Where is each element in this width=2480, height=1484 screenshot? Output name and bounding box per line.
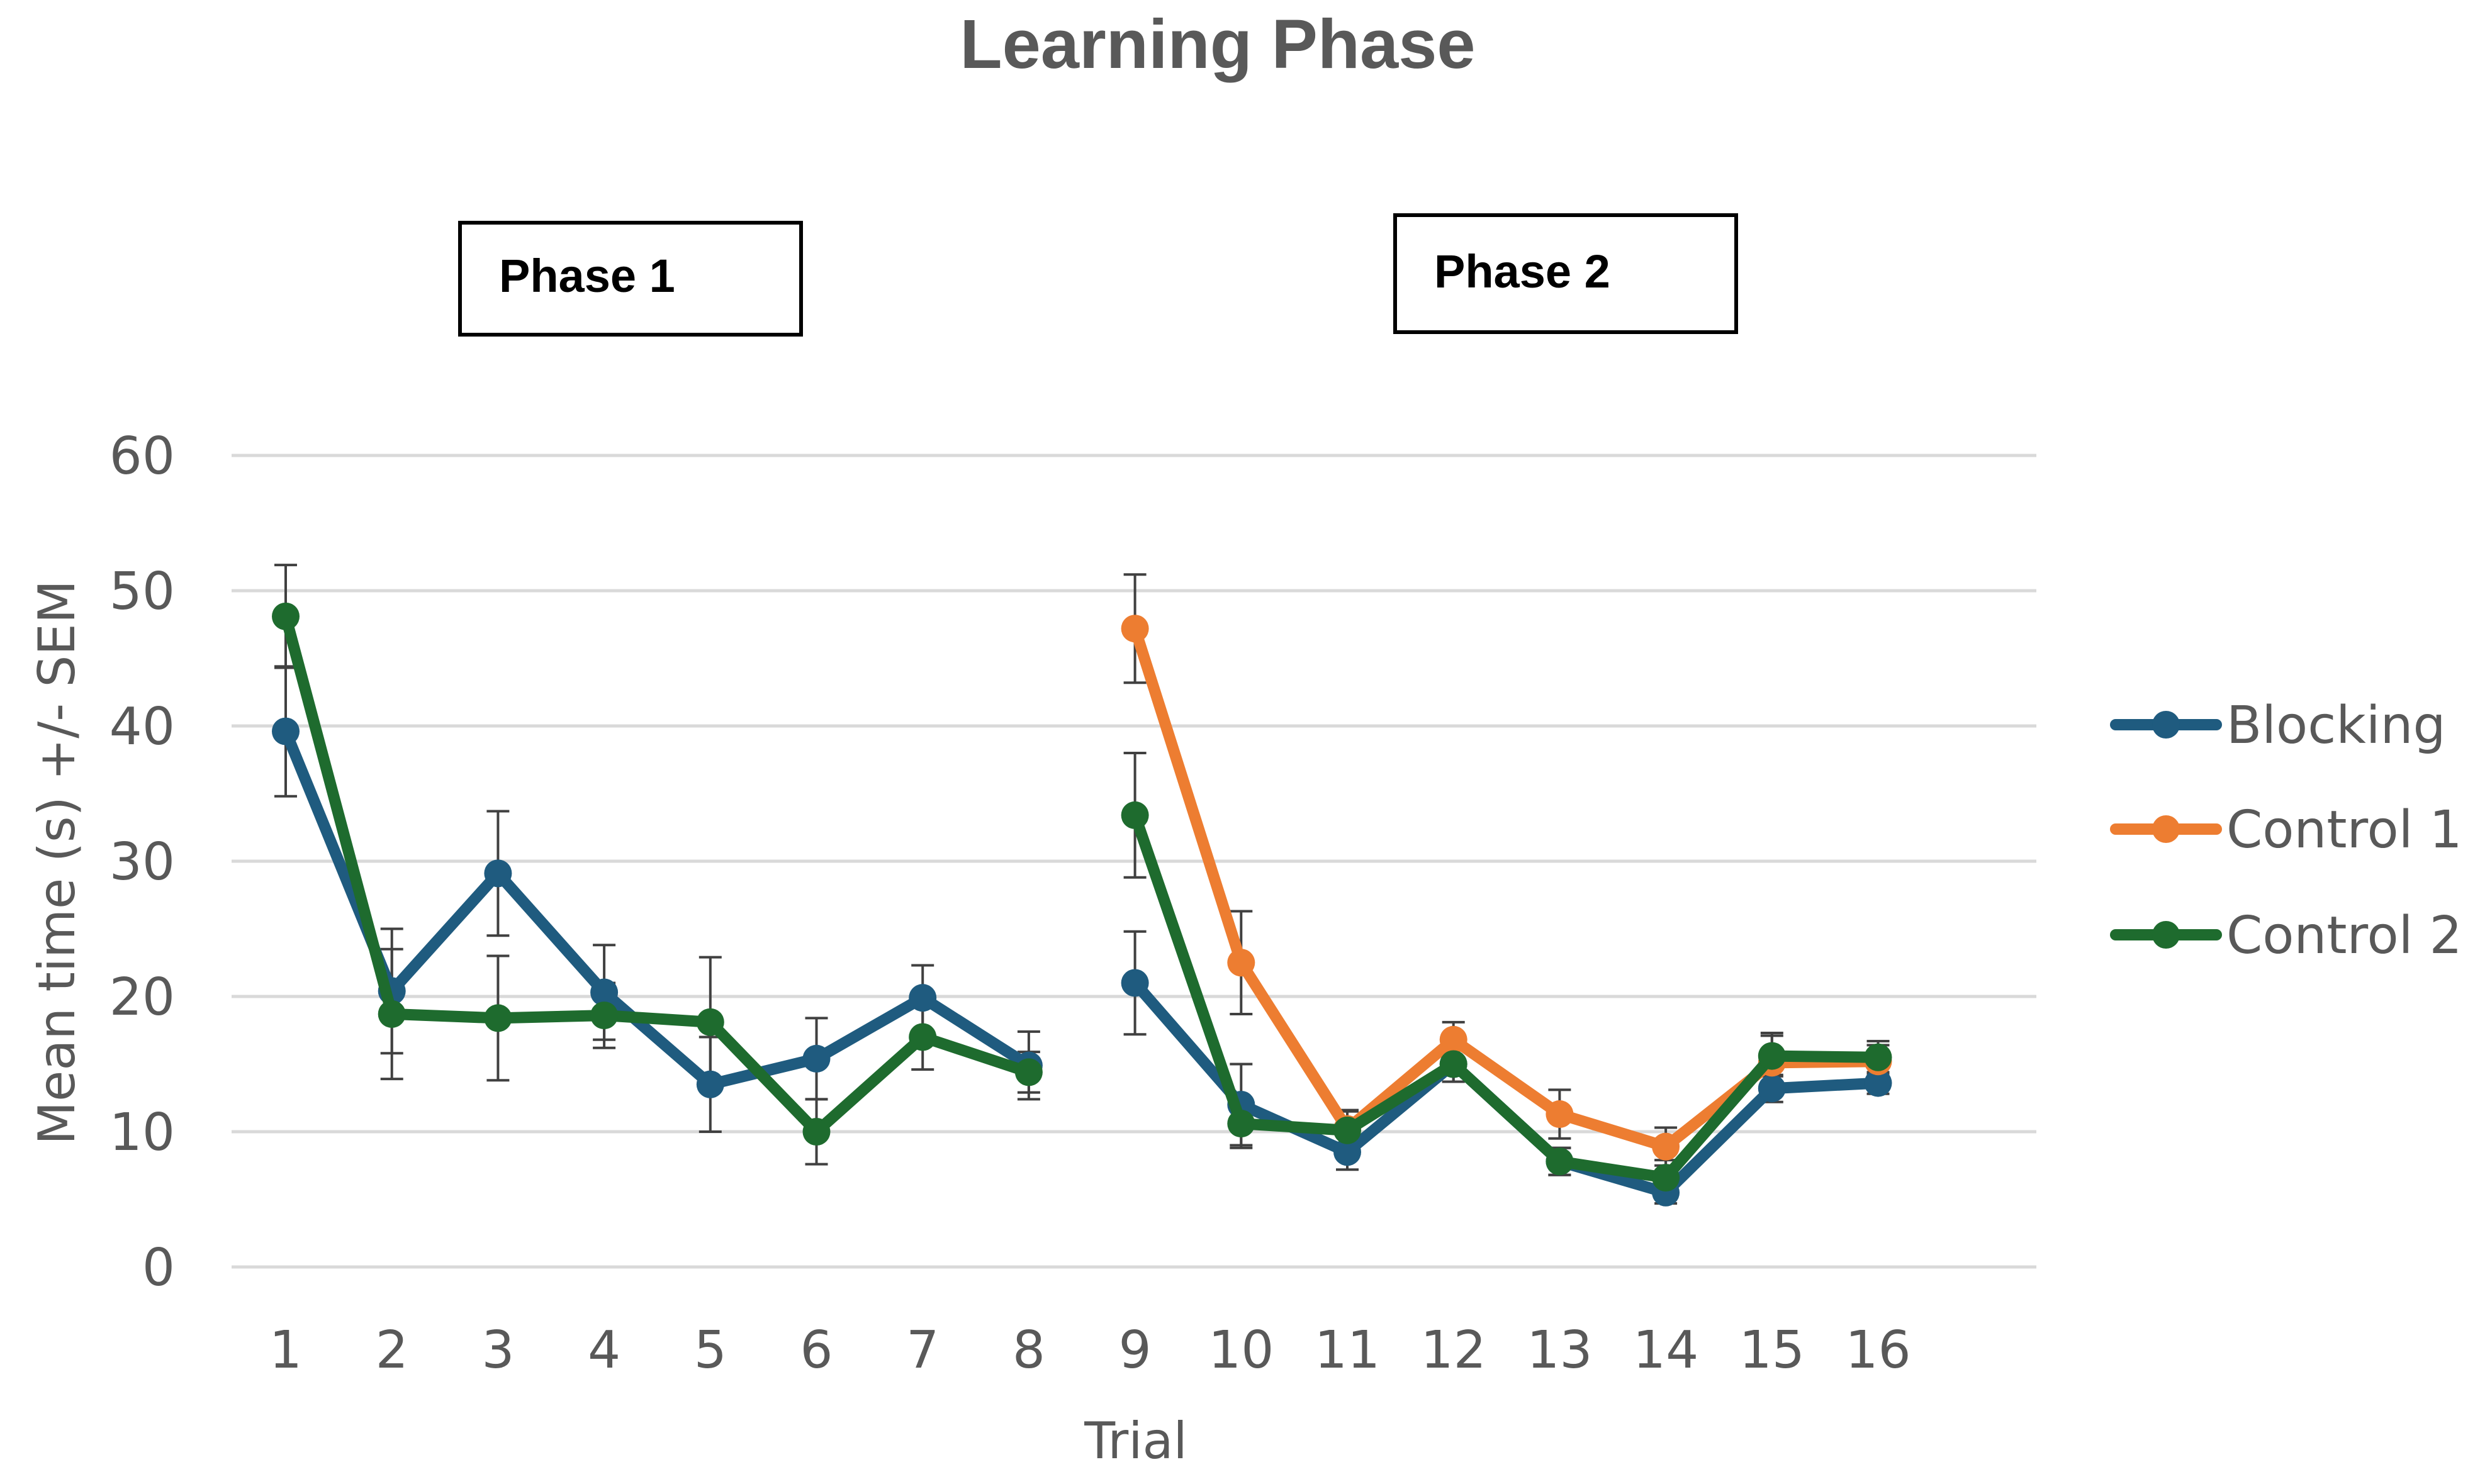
data-point-control-1-12	[1439, 1025, 1467, 1054]
y-tick-label: 50	[109, 562, 175, 622]
data-point-control-2-2	[378, 1000, 406, 1028]
y-axis-title: Mean time (s) +/- SEM	[28, 580, 86, 1145]
x-tick-label: 14	[1633, 1320, 1698, 1380]
data-point-control-2-8	[1014, 1058, 1043, 1086]
x-tick-label: 10	[1208, 1320, 1274, 1380]
data-point-control-2-4	[590, 1001, 619, 1030]
phase-1-label: Phase 1	[499, 250, 675, 302]
legend-swatch-marker-control-1	[2152, 815, 2180, 843]
phase-2-label: Phase 2	[1434, 245, 1610, 298]
phase-1-box: Phase 1	[458, 221, 803, 337]
x-tick-label: 7	[906, 1320, 939, 1380]
data-point-control-2-13	[1546, 1147, 1574, 1176]
y-axis-ticks: 0 10 20 30 40 50 60	[109, 427, 175, 1298]
data-point-control-1-10	[1227, 949, 1255, 977]
legend-label-control-1: Control 1	[2226, 800, 2462, 860]
data-point-blocking-7	[909, 984, 937, 1012]
data-point-control-2-11	[1333, 1116, 1361, 1144]
x-tick-label: 5	[694, 1320, 727, 1380]
legend-swatch-marker-control-2	[2152, 921, 2180, 949]
legend-label-blocking: Blocking	[2226, 696, 2446, 756]
data-point-control-2-6	[802, 1118, 831, 1146]
phase-2-box-frame	[1393, 213, 1738, 334]
series-line-blocking-1	[280, 725, 1035, 1090]
data-point-blocking-6	[802, 1044, 831, 1073]
data-point-blocking-11	[1333, 1138, 1361, 1166]
data-point-control-1-9	[1121, 615, 1149, 643]
x-tick-label: 13	[1527, 1320, 1592, 1380]
x-axis-ticks: 1 2 3 4 5 6 7 8 9 10 11 12 13 14 15 16	[269, 1320, 1911, 1380]
series-blocking	[272, 717, 1892, 1207]
data-point-control-2-15	[1758, 1042, 1786, 1070]
data-point-control-2-7	[909, 1023, 937, 1051]
x-tick-label: 9	[1119, 1320, 1152, 1380]
data-point-control-2-5	[696, 1008, 724, 1036]
legend-swatch-marker-blocking	[2152, 711, 2180, 739]
y-tick-label: 30	[109, 832, 175, 892]
y-tick-label: 0	[142, 1238, 175, 1298]
data-point-control-2-3	[484, 1004, 512, 1032]
phase-2-box: Phase 2	[1393, 213, 1738, 334]
y-tick-label: 40	[109, 697, 175, 757]
x-tick-label: 16	[1845, 1320, 1910, 1380]
data-point-blocking-4	[590, 978, 619, 1007]
legend: Blocking Control 1 Control 2	[2110, 696, 2462, 966]
data-point-blocking-3	[484, 859, 512, 888]
data-point-blocking-1	[272, 717, 300, 745]
y-tick-label: 10	[109, 1103, 175, 1163]
data-point-control-2-14	[1652, 1164, 1680, 1192]
chart-title: Learning Phase	[960, 6, 1475, 83]
data-point-blocking-15	[1758, 1074, 1786, 1103]
series-layer	[272, 564, 1892, 1207]
data-point-blocking-16	[1864, 1069, 1892, 1097]
x-tick-label: 11	[1315, 1320, 1380, 1380]
y-tick-label: 20	[109, 968, 175, 1027]
x-tick-label: 6	[800, 1320, 833, 1380]
data-point-control-2-1	[272, 602, 300, 630]
data-point-control-2-12	[1439, 1050, 1467, 1078]
legend-label-control-2: Control 2	[2226, 906, 2462, 966]
x-tick-label: 1	[269, 1320, 302, 1380]
phase-1-box-frame	[458, 221, 803, 337]
x-tick-label: 4	[588, 1320, 620, 1380]
x-axis-title: Trial	[1084, 1412, 1187, 1470]
x-tick-label: 12	[1421, 1320, 1486, 1380]
x-tick-label: 2	[376, 1320, 408, 1380]
data-point-blocking-5	[696, 1070, 724, 1098]
series-line-control-2-1	[280, 610, 1035, 1137]
data-point-control-2-16	[1864, 1043, 1892, 1071]
x-tick-label: 8	[1013, 1320, 1045, 1380]
x-tick-label: 3	[481, 1320, 514, 1380]
y-tick-label: 60	[109, 427, 175, 486]
data-point-control-2-10	[1227, 1110, 1255, 1138]
series-line-control-2-2	[1129, 809, 1884, 1184]
data-point-blocking-9	[1121, 969, 1149, 997]
series-control-2	[272, 602, 1892, 1192]
data-point-control-2-9	[1121, 801, 1149, 829]
data-point-control-1-14	[1652, 1132, 1680, 1161]
data-point-control-1-13	[1546, 1100, 1574, 1129]
x-tick-label: 15	[1739, 1320, 1805, 1380]
